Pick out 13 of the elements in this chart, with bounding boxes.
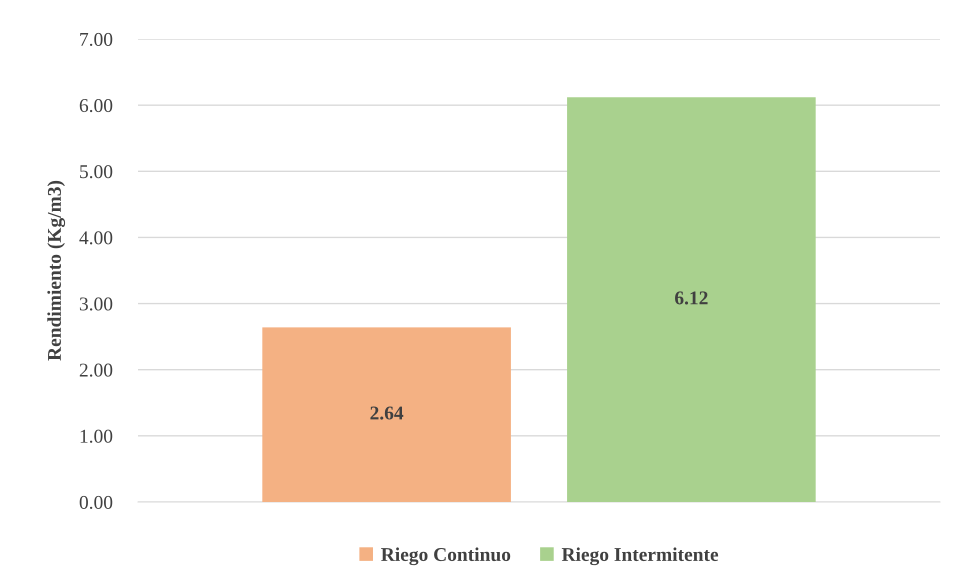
y-tick-label: 3.00 bbox=[80, 297, 112, 311]
y-tick-label: 5.00 bbox=[80, 165, 112, 178]
y-tick-label: 0.00 bbox=[80, 496, 112, 510]
y-tick-label: 1.00 bbox=[80, 430, 112, 443]
y-tick-label: 7.00 bbox=[80, 32, 112, 46]
y-tick-label: 4.00 bbox=[79, 231, 112, 244]
legend-label: Riego Intermitente bbox=[562, 547, 718, 566]
y-tick-label: 2.00 bbox=[80, 364, 112, 377]
data-label: 6.12 bbox=[675, 291, 708, 305]
y-tick-label: 6.00 bbox=[80, 98, 112, 112]
legend-label: Riego Continuo bbox=[381, 547, 510, 566]
y-axis-title: Rendimiento (Kg/m3) bbox=[47, 180, 66, 361]
data-label: 2.64 bbox=[370, 406, 404, 420]
